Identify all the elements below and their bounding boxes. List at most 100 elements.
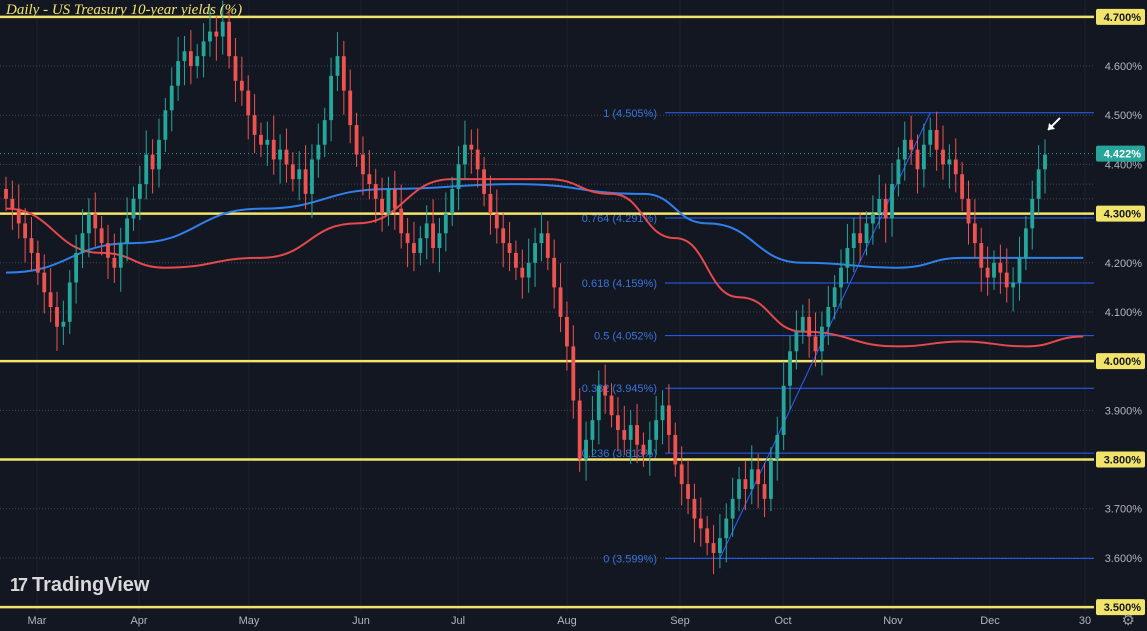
candle-body (341, 56, 346, 91)
candle-body (877, 198, 882, 214)
candle-body (590, 420, 595, 440)
candle-body (227, 21, 232, 57)
candle-body (16, 208, 21, 224)
candle-body (883, 198, 888, 219)
candle-body (839, 267, 843, 288)
fib-label-0: 0 (3.599%) (603, 553, 657, 565)
level-price-tag-label: 4.300% (1104, 209, 1142, 221)
candle-body (482, 169, 486, 194)
candle-body (641, 444, 646, 455)
candle-body (845, 248, 850, 268)
candle-body (679, 464, 684, 485)
candle-body (424, 223, 429, 239)
price-tick-label: 3.900% (1105, 405, 1143, 417)
candle-body (335, 56, 340, 76)
price-tick-label: 4.100% (1105, 307, 1143, 319)
tradingview-logo[interactable]: 17 TradingView (10, 574, 149, 597)
candle-body (10, 198, 15, 209)
candle-body (310, 159, 314, 194)
time-tick-label: May (239, 615, 260, 627)
candle-body (1011, 282, 1016, 288)
candle-body (718, 538, 722, 553)
candle-body (322, 120, 327, 145)
price-tick-label: 4.400% (1105, 159, 1143, 171)
time-tick-label: Dec (980, 615, 1000, 627)
candle-body (176, 61, 181, 86)
candle-body (953, 159, 958, 175)
candle-body (443, 213, 448, 234)
candle-body (832, 287, 837, 308)
candle-body (526, 262, 531, 278)
candle-body (246, 90, 251, 116)
candle-body (507, 243, 512, 253)
candle-body (743, 479, 748, 490)
candle-body (609, 395, 614, 416)
candle-body (768, 459, 773, 499)
candle-body (749, 469, 754, 490)
candle-body (934, 129, 939, 150)
candle-body (851, 233, 856, 249)
candle-body (673, 434, 678, 465)
time-tick-label: Oct (774, 615, 791, 627)
candle-body (265, 139, 270, 145)
candle-body (99, 228, 104, 244)
candle-body (972, 223, 977, 244)
candle-body (494, 213, 499, 229)
candle-body (125, 218, 130, 244)
candle-body (966, 198, 971, 224)
level-price-tag-label: 4.000% (1104, 356, 1142, 368)
candle-body (762, 484, 767, 499)
candle-body (1017, 257, 1022, 283)
candle-body (475, 149, 480, 170)
level-price-tag (1096, 205, 1145, 222)
candle-body (539, 233, 544, 244)
time-tick-label: Sep (670, 615, 690, 627)
candle-body (373, 184, 378, 199)
level-price-tag-label: 3.500% (1104, 602, 1142, 614)
candle-body (800, 316, 805, 332)
candle-body (864, 223, 869, 244)
candle-body (756, 469, 761, 485)
candle-body (329, 75, 333, 121)
candle-body (788, 351, 792, 386)
candle-body (361, 154, 365, 175)
candle-body (55, 307, 59, 327)
last-price-tag (1096, 145, 1145, 162)
candle-body (577, 400, 582, 460)
candle-body (692, 498, 697, 519)
time-axis[interactable]: Mar Apr May Jun Jul Aug Sep Oct Nov Dec 30 (28, 615, 1092, 627)
level-price-tag (1096, 353, 1145, 370)
fib-label-0.236: 0.236 (3.813%) (582, 448, 657, 460)
moving-average-1 (5, 183, 1084, 274)
candle-body (858, 233, 863, 244)
candle-body (93, 213, 98, 229)
candle-body (960, 174, 965, 199)
candle-body (239, 80, 244, 91)
candle-body (711, 543, 716, 553)
price-axis[interactable]: 4.600% 4.500% 4.400% 4.200% 4.100% 3.900% 3.70… (1094, 0, 1147, 631)
candle-body (367, 174, 372, 185)
candle-body (80, 233, 85, 253)
candle-body (794, 331, 799, 352)
candle-body (686, 484, 690, 499)
price-tick-label: 4.200% (1105, 258, 1143, 270)
candle-body (303, 169, 308, 194)
candle-body (233, 56, 238, 81)
candle-body (214, 31, 219, 37)
candle-body (86, 213, 91, 234)
candle-body (654, 420, 659, 440)
candle-body (316, 144, 321, 160)
fib-label-0.382: 0.382 (3.945%) (582, 383, 657, 395)
candle-body (418, 238, 423, 253)
fib-label-1: 1 (4.505%) (603, 108, 657, 120)
candle-body (622, 430, 627, 440)
price-tick-label: 3.600% (1105, 553, 1143, 565)
candle-body (1004, 272, 1009, 288)
candle-body (667, 405, 671, 435)
candle-body (775, 434, 780, 460)
tradingview-logo-mark: 17 (10, 575, 28, 595)
candle-body (488, 193, 493, 214)
candle-body (737, 479, 741, 499)
gear-icon[interactable]: ⚙ (1121, 612, 1135, 629)
